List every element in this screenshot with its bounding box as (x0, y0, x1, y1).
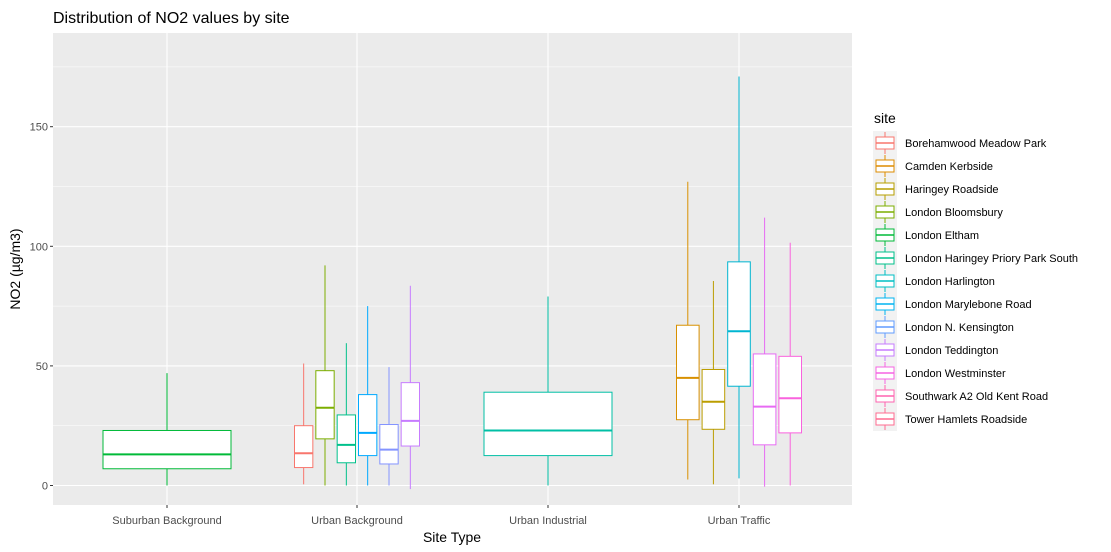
x-axis: Suburban Background Urban Background Urban… (112, 505, 771, 527)
legend-item: London Marylebone Road (873, 292, 1032, 316)
x-tick-label: Urban Industrial (509, 515, 587, 527)
box-london-marylebone-road (727, 76, 751, 479)
box-body (400, 382, 420, 447)
legend-item: London N. Kensington (873, 315, 1014, 339)
box-body (358, 394, 378, 457)
box-body (294, 425, 314, 469)
legend-label: London Teddington (905, 345, 998, 357)
y-tick-label: 0 (42, 481, 48, 493)
box-london-eltham (102, 373, 232, 486)
box-camden-kerbside (676, 181, 700, 480)
chart-title: Distribution of NO2 values by site (53, 10, 290, 27)
box-body (778, 355, 803, 434)
box-london-haringey-priory-park-south (336, 343, 356, 486)
box-borehamwood-meadow-park (294, 363, 314, 485)
box-tower-hamlets-roadside (778, 242, 803, 486)
box-body (676, 324, 700, 421)
box-london-bloomsbury (315, 265, 335, 486)
legend-item: Southwark A2 Old Kent Road (873, 384, 1048, 408)
box-body (701, 368, 726, 430)
box-haringey-roadside (701, 280, 726, 485)
legend-item: London Bloomsbury (873, 200, 1003, 224)
legend-item: Borehamwood Meadow Park (873, 131, 1047, 155)
legend-label: Camden Kerbside (905, 161, 993, 173)
y-axis-title: NO2 (µg/m3) (7, 228, 23, 309)
legend-item: London Harlington (873, 269, 995, 293)
legend-item: London Westminster (873, 361, 1006, 385)
box-body (336, 414, 356, 464)
box-body (483, 391, 613, 457)
legend-item: Tower Hamlets Roadside (873, 407, 1027, 431)
legend-item: London Haringey Priory Park South (873, 246, 1078, 270)
legend-label: London Harlington (905, 276, 995, 288)
box-body (752, 353, 777, 446)
legend: site Borehamwood Meadow Park Camden Kerbs… (873, 110, 1078, 431)
legend-label: London Eltham (905, 230, 979, 242)
x-tick-label: Suburban Background (112, 515, 221, 527)
box-body (315, 370, 335, 440)
legend-label: Tower Hamlets Roadside (905, 414, 1027, 426)
legend-label: London Westminster (905, 368, 1006, 380)
y-tick-label: 150 (30, 122, 48, 134)
boxes (102, 76, 803, 490)
legend-item: Haringey Roadside (873, 177, 999, 201)
legend-label: Borehamwood Meadow Park (905, 138, 1047, 150)
legend-label: London Bloomsbury (905, 207, 1003, 219)
box-southwark-a2-old-kent-road (752, 217, 777, 487)
box-london-westminster (400, 285, 420, 490)
legend-label: London Marylebone Road (905, 299, 1032, 311)
legend-label: London N. Kensington (905, 322, 1014, 334)
legend-item: Camden Kerbside (873, 154, 993, 178)
legend-label: Haringey Roadside (905, 184, 999, 196)
legend-label: London Haringey Priory Park South (905, 253, 1078, 265)
box-london-n-kensington (358, 306, 378, 486)
y-axis: 0 50 100 150 (30, 122, 53, 493)
box-london-teddington (379, 367, 399, 486)
box-london-harlington (483, 296, 613, 486)
x-tick-label: Urban Background (311, 515, 403, 527)
legend-title: site (874, 110, 896, 126)
y-tick-label: 50 (36, 361, 48, 373)
box-body (379, 424, 399, 465)
x-tick-label: Urban Traffic (708, 515, 771, 527)
legend-item: London Eltham (873, 223, 979, 247)
y-tick-label: 100 (30, 241, 48, 253)
box-body (102, 429, 232, 470)
x-axis-title: Site Type (423, 529, 481, 545)
legend-label: Southwark A2 Old Kent Road (905, 391, 1048, 403)
legend-item: London Teddington (873, 338, 998, 362)
box-body (727, 261, 751, 387)
